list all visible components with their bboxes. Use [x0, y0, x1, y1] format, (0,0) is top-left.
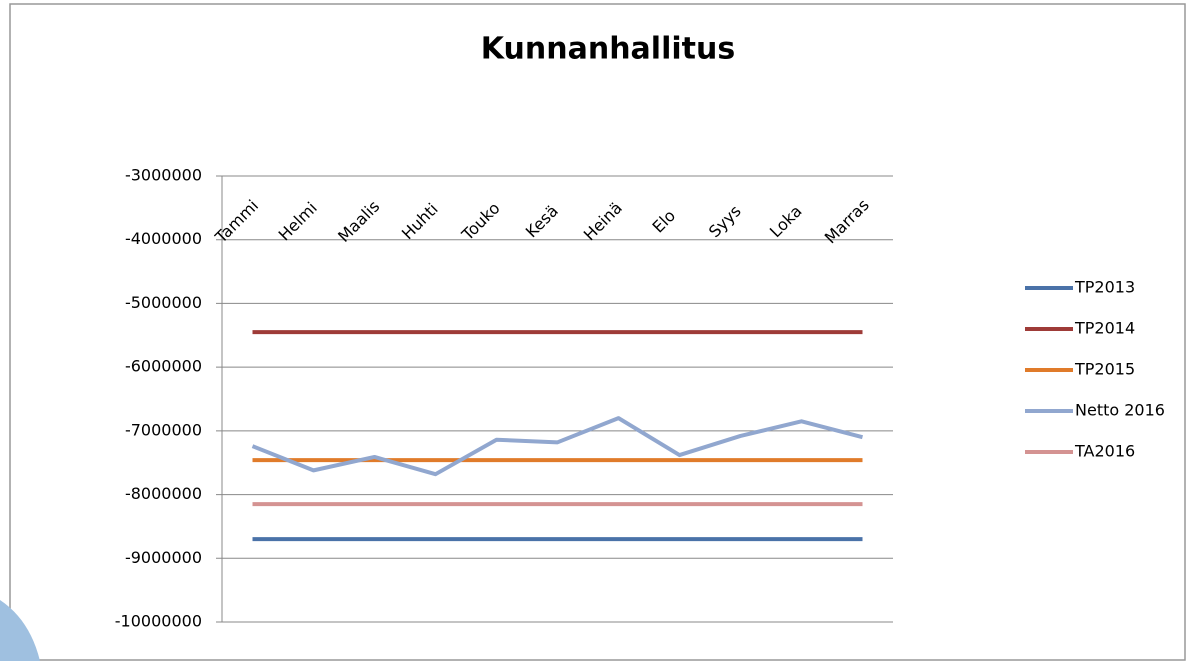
legend-label: TP2013 [1074, 278, 1135, 297]
legend-label: TP2014 [1074, 319, 1135, 338]
y-tick-label: -7000000 [125, 420, 202, 439]
y-tick-label: -4000000 [125, 229, 202, 248]
decoration [0, 600, 40, 661]
y-tick-label: -3000000 [125, 166, 202, 185]
chart-title: Kunnanhallitus [481, 32, 735, 67]
line [251, 416, 864, 477]
y-tick-label: -6000000 [125, 357, 202, 376]
legend-label: TA2016 [1074, 442, 1135, 461]
y-tick-label: -10000000 [115, 612, 202, 631]
y-tick-label: -9000000 [125, 548, 202, 567]
legend-label: TP2015 [1074, 360, 1135, 379]
y-tick-label: -8000000 [125, 484, 202, 503]
y-tick-label: -5000000 [125, 293, 202, 312]
legend-label: Netto 2016 [1075, 401, 1165, 420]
